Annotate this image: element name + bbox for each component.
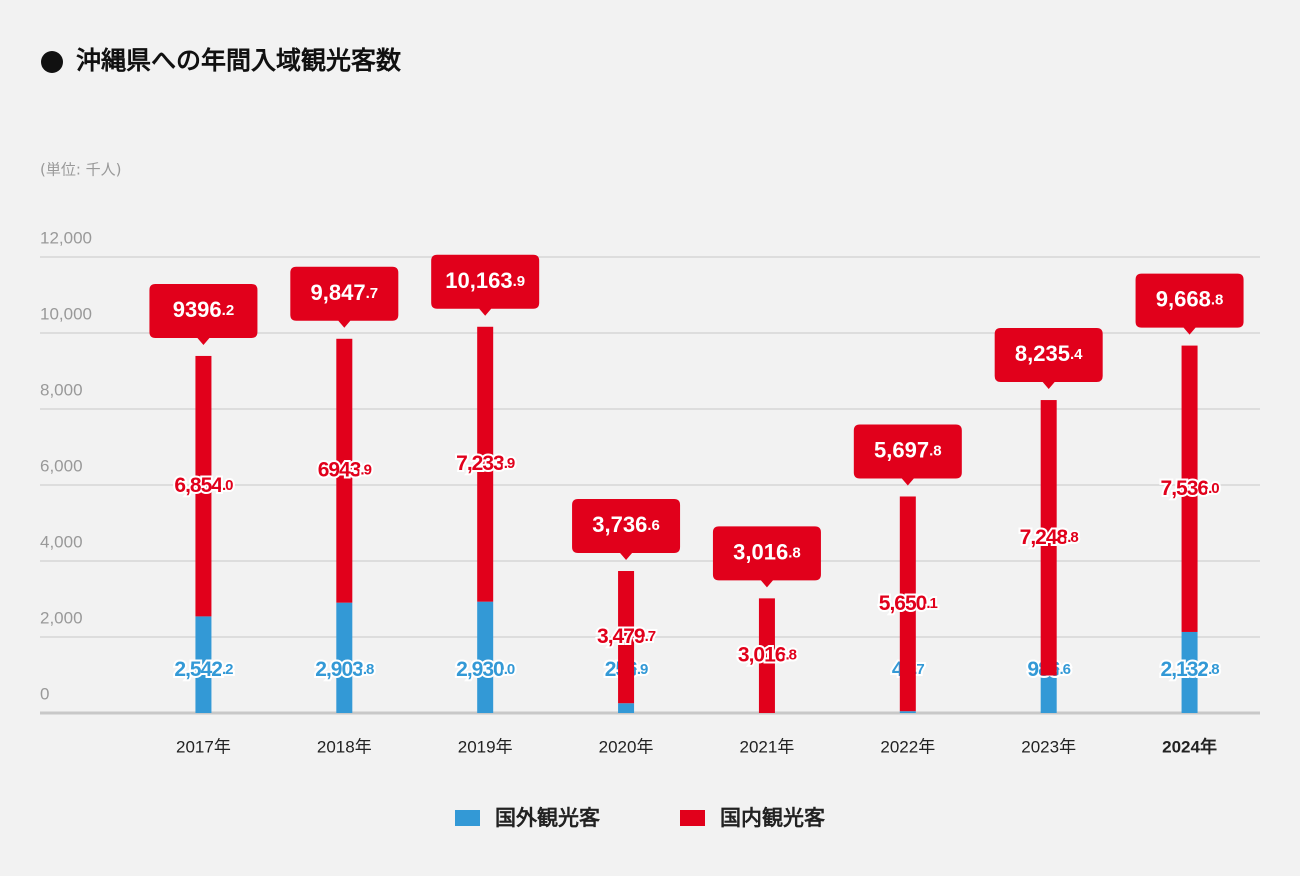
bar-segment xyxy=(899,496,916,712)
total-label: 8,235.4 xyxy=(1015,341,1083,366)
legend-swatch xyxy=(455,810,480,826)
x-tick-label: 2023年 xyxy=(1021,737,1076,756)
segment-label: 6943.9 xyxy=(318,458,372,481)
legend-label: 国内観光客 xyxy=(720,806,826,830)
chart-title: 沖縄県への年間入域観光客数 xyxy=(76,46,402,75)
bar-segment xyxy=(1040,400,1057,676)
y-tick-label: 8,000 xyxy=(40,380,83,399)
bar-segment xyxy=(195,616,212,713)
total-callout xyxy=(149,283,258,345)
segment-label: 6,854.0 xyxy=(174,474,233,497)
bar-segment xyxy=(899,711,916,713)
bar-segment xyxy=(758,598,775,713)
total-label: 3,736.6 xyxy=(592,512,660,537)
total-callout xyxy=(994,328,1103,390)
segment-label: 2,930.0 xyxy=(456,658,515,681)
legend-label: 国外観光客 xyxy=(495,806,601,830)
bar-segment xyxy=(618,703,635,713)
legend-swatch xyxy=(680,810,705,826)
total-label: 10,163.9 xyxy=(445,268,525,293)
total-label: 9,847.7 xyxy=(311,280,379,305)
bar-segment xyxy=(1181,345,1198,632)
total-label: 9396.2 xyxy=(173,297,234,322)
x-tick-label: 2022年 xyxy=(880,737,935,756)
total-label: 5,697.8 xyxy=(874,437,942,462)
bar-segment xyxy=(477,326,494,602)
y-tick-label: 10,000 xyxy=(40,304,92,323)
total-callout xyxy=(572,499,681,561)
unit-label: (単位: 千人) xyxy=(40,161,122,179)
bar-segment xyxy=(618,571,635,704)
segment-label: 2,132.8 xyxy=(1161,658,1220,681)
bar-segment xyxy=(195,355,212,617)
segment-label: 7,233.9 xyxy=(456,452,515,475)
bar-segment xyxy=(1040,675,1057,713)
segment-label: 5,650.1 xyxy=(879,591,938,614)
total-callout xyxy=(431,254,540,316)
total-label: 9,668.8 xyxy=(1156,286,1224,311)
y-tick-label: 0 xyxy=(40,684,49,703)
total-callout xyxy=(1135,273,1244,335)
y-tick-label: 2,000 xyxy=(40,608,83,627)
bar-segment xyxy=(477,601,494,713)
x-tick-label: 2017年 xyxy=(176,737,231,756)
y-tick-label: 4,000 xyxy=(40,532,83,551)
total-callout xyxy=(712,526,821,588)
segment-label: 2,903.8 xyxy=(315,658,374,681)
x-tick-label: 2018年 xyxy=(317,737,372,756)
segment-label: 3,016.8 xyxy=(738,643,797,666)
x-tick-label: 2020年 xyxy=(599,737,654,756)
x-tick-label: 2024年 xyxy=(1162,736,1217,756)
total-callout xyxy=(290,266,399,328)
bar-segment xyxy=(336,338,353,603)
bar-segment xyxy=(336,602,353,713)
x-tick-label: 2021年 xyxy=(740,737,795,756)
segment-label: 7,248.8 xyxy=(1020,525,1079,548)
x-tick-label: 2019年 xyxy=(458,737,513,756)
segment-label: 2,542.2 xyxy=(174,658,233,681)
total-label: 3,016.8 xyxy=(733,539,801,564)
y-tick-label: 12,000 xyxy=(40,228,92,247)
segment-label: 3,479.7 xyxy=(597,625,656,648)
y-tick-label: 6,000 xyxy=(40,456,83,475)
segment-label: 7,536.0 xyxy=(1161,476,1220,499)
total-callout xyxy=(853,424,962,486)
title-bullet xyxy=(41,51,63,73)
bar-segment xyxy=(1181,631,1198,713)
